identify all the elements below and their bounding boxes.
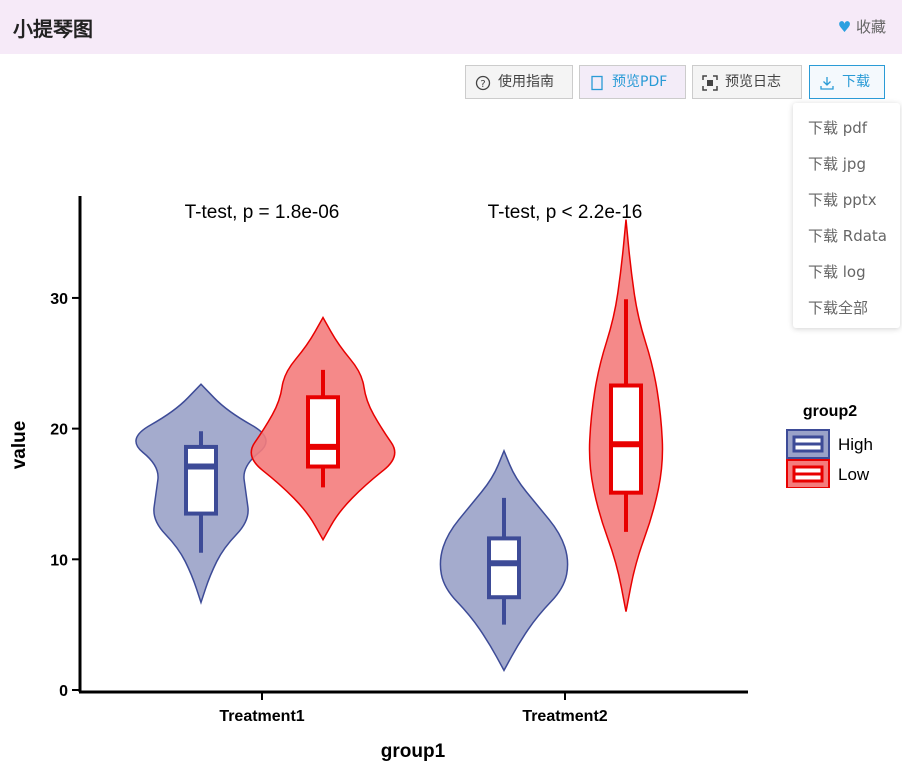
box xyxy=(306,395,340,469)
guide-button[interactable]: ? 使用指南 xyxy=(465,65,573,99)
favorite-label: 收藏 xyxy=(855,18,886,36)
menu-item[interactable]: 下载 log xyxy=(808,263,866,281)
menu-item[interactable]: 下载 pdf xyxy=(808,119,868,137)
box xyxy=(487,536,521,600)
button-label: 预览PDF xyxy=(612,74,668,90)
annotation: T-test, p < 2.2e-16 xyxy=(488,202,643,223)
button-label: 预览日志 xyxy=(725,74,781,90)
box xyxy=(609,383,643,495)
button-label: 使用指南 xyxy=(498,74,554,90)
download-menu: 下载 pdf 下载 jpg 下载 pptx 下载 Rdata 下载 log 下载… xyxy=(793,103,900,328)
chart: value group1 0 10 20 30 Treatment1 T-test, p … xyxy=(9,196,748,762)
x-tick-label: Treatment2 xyxy=(522,708,607,725)
download-button[interactable]: 下载 xyxy=(809,65,885,99)
legend: group2 High Low xyxy=(786,403,873,488)
menu-item[interactable]: 下载全部 xyxy=(808,299,869,317)
svg-text:?: ? xyxy=(480,79,485,90)
menu-item[interactable]: 下载 Rdata xyxy=(808,227,887,245)
favorite-button[interactable]: ♥ 收藏 xyxy=(837,18,886,36)
header: 小提琴图 ♥ 收藏 xyxy=(0,0,902,54)
legend-label: Low xyxy=(838,465,870,484)
y-tick-label: 0 xyxy=(59,683,68,700)
pdf-preview-button[interactable]: 预览PDF xyxy=(579,65,686,99)
y-tick-label: 20 xyxy=(50,422,68,439)
x-axis-title: group1 xyxy=(381,741,446,762)
annotation: T-test, p = 1.8e-06 xyxy=(185,202,340,223)
menu-item[interactable]: 下载 jpg xyxy=(808,155,866,173)
y-tick-label: 10 xyxy=(50,552,68,569)
button-label: 下载 xyxy=(842,74,870,90)
box xyxy=(184,444,218,516)
legend-title: group2 xyxy=(803,403,857,420)
page-title: 小提琴图 xyxy=(13,17,93,41)
menu-item[interactable]: 下载 pptx xyxy=(808,191,877,209)
log-preview-button[interactable]: 预览日志 xyxy=(692,65,802,99)
y-axis-title: value xyxy=(9,421,30,470)
x-tick-label: Treatment1 xyxy=(219,708,304,725)
y-tick-label: 30 xyxy=(50,291,68,308)
legend-label: High xyxy=(838,435,873,454)
